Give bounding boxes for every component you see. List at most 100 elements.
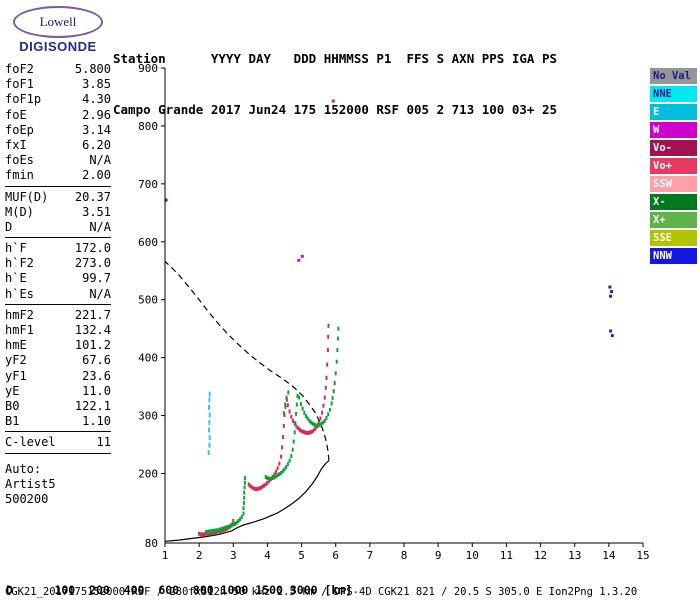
muf-distance-table: D 100 200 400 600 800 1000 1500 3000 [km…	[6, 557, 359, 600]
x-tick-label: 11	[500, 549, 513, 562]
y-tick-label: 700	[138, 178, 158, 191]
param-label: yE	[5, 383, 20, 398]
y-tick-label: 600	[138, 236, 158, 249]
param-row-hme: hmE 101.2	[5, 338, 111, 353]
legend-item-sse: SSE	[650, 230, 697, 246]
param-row-yf1: yF1 23.6	[5, 369, 111, 384]
x-tick-label: 15	[636, 549, 649, 562]
x-tick-label: 10	[466, 549, 479, 562]
panel-footer-line: 500200	[5, 491, 49, 506]
legend-item-no-val: No Val	[650, 68, 697, 84]
param-label: yF2	[5, 353, 27, 368]
logo-oval: Lowell	[13, 6, 103, 38]
parameter-panel: foF2 5.800 foF1 3.85 foF1p 4.30 foE 2.96 foEp 3.1…	[5, 62, 111, 507]
y-tick-label: 900	[138, 62, 158, 75]
param-value: 11.0	[82, 383, 111, 398]
legend-item-x-: X-	[650, 194, 697, 210]
param-value: N/A	[89, 219, 111, 234]
panel-separator	[5, 303, 111, 305]
series-x-mode-trace	[205, 326, 340, 534]
param-row-c-level: C-level 11	[5, 435, 111, 450]
param-row-h-f: h`F 172.0	[5, 241, 111, 256]
param-row-b0: B0 122.1	[5, 399, 111, 414]
param-value: 3.51	[82, 204, 111, 219]
param-value: 2.96	[82, 107, 111, 122]
param-row-foep: foEp 3.14	[5, 123, 111, 138]
param-row-fof2: foF2 5.800	[5, 62, 111, 77]
param-row-fof1p: foF1p 4.30	[5, 92, 111, 107]
panel-separator	[5, 237, 111, 239]
param-label: hmF2	[5, 307, 34, 322]
series-profile-true-height	[164, 460, 330, 542]
param-value: 23.6	[82, 368, 111, 383]
param-value: 20.37	[74, 189, 111, 204]
header-line-2: Campo Grande 2017 Jun24 175 152000 RSF 0…	[113, 102, 558, 117]
param-value: 1.10	[82, 414, 111, 429]
legend-item-vo-: Vo-	[650, 140, 697, 156]
legend-item-x+: X+	[650, 212, 697, 228]
y-tick-label: 800	[138, 120, 158, 133]
panel-footer-line: Artist5	[5, 476, 56, 491]
param-row-ye: yE 11.0	[5, 384, 111, 399]
param-row-h-f2: h`F2 273.0	[5, 256, 111, 271]
plot-axes	[161, 67, 644, 547]
series-profile-topside-model	[164, 261, 330, 461]
param-label: foEs	[5, 153, 34, 168]
logo-digisonde-text: DIGISONDE	[19, 39, 97, 54]
series-stray-echoes-magenta	[297, 99, 335, 262]
legend-item-vo+: Vo+	[650, 158, 697, 174]
param-label: M(D)	[5, 204, 34, 219]
header-block: Station YYYY DAY DDD HHMMSS P1 FFS S AXN…	[113, 16, 557, 152]
param-value: 6.20	[82, 137, 111, 152]
param-value: 3.85	[82, 77, 111, 92]
logo-lowell-text: Lowell	[39, 14, 77, 29]
param-value: 4.30	[82, 92, 111, 107]
param-value: 221.7	[74, 307, 111, 322]
panel-separator	[5, 452, 111, 454]
param-label: fmin	[5, 168, 34, 183]
param-value: 122.1	[74, 398, 111, 413]
param-label: h`Es	[5, 286, 34, 301]
x-tick-label: 2	[196, 549, 203, 562]
param-value: N/A	[89, 153, 111, 168]
param-label: B1	[5, 414, 20, 429]
param-label: h`F2	[5, 256, 34, 271]
param-value: 172.0	[74, 241, 111, 256]
param-label: B0	[5, 398, 20, 413]
param-label: hmF1	[5, 323, 34, 337]
y-origin-label: 80	[145, 537, 158, 550]
param-row-hmf2: hmF2 221.7	[5, 308, 111, 323]
x-tick-label: 9	[435, 549, 442, 562]
param-row-b1: B1 1.10	[5, 414, 111, 429]
param-label: foF1p	[5, 92, 42, 107]
legend-item-w: W	[650, 122, 697, 138]
legend-item-ssw: SSW	[650, 176, 697, 192]
x-tick-label: 12	[534, 549, 547, 562]
param-row-muf-d-: MUF(D) 20.37	[5, 190, 111, 205]
y-tick-label: 200	[138, 467, 158, 480]
param-value: N/A	[89, 286, 111, 301]
header-line-1: Station YYYY DAY DDD HHMMSS P1 FFS S AXN…	[113, 51, 558, 66]
param-row-h-e: h`E 99.7	[5, 271, 111, 286]
param-label: foF1	[5, 77, 34, 92]
x-tick-label: 3	[230, 549, 237, 562]
param-row-fmin: fmin 2.00	[5, 168, 111, 183]
param-value: 11	[96, 435, 111, 450]
param-value: 132.4	[74, 323, 111, 337]
series-oblique-echo-scatter	[207, 391, 211, 456]
param-value: 3.14	[82, 122, 111, 137]
param-row-hmf1: hmF1 132.4	[5, 323, 111, 338]
x-tick-label: 1	[162, 549, 169, 562]
param-row-m-d-: M(D) 3.51	[5, 205, 111, 220]
param-label: C-level	[5, 435, 56, 450]
param-label: MUF(D)	[5, 189, 49, 204]
legend-item-nnw: NNW	[650, 248, 697, 264]
panel-separator	[5, 185, 111, 187]
param-value: 101.2	[74, 338, 111, 353]
legend-item-nne: NNE	[650, 86, 697, 102]
x-tick-label: 13	[568, 549, 581, 562]
direction-legend: No Val NNE E W Vo- Vo+ SSW X- X+ SSE NNW	[650, 68, 697, 266]
